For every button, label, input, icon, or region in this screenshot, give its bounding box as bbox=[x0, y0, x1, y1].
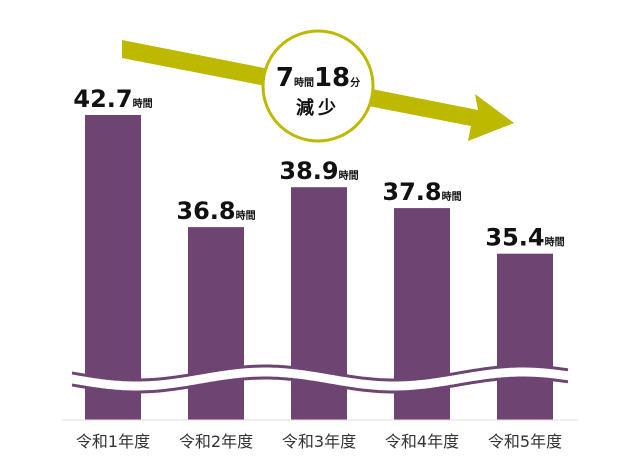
badge-hours-unit: 時間 bbox=[294, 76, 314, 89]
reduction-badge: 7時間18分 減少 bbox=[261, 29, 375, 143]
badge-minutes-unit: 分 bbox=[350, 76, 360, 89]
badge-minutes-value: 18 bbox=[314, 63, 350, 93]
badge-circle bbox=[261, 29, 375, 143]
bar-5 bbox=[497, 253, 553, 420]
badge-decrease-word: 減少 bbox=[296, 97, 340, 119]
badge-hours-value: 7 bbox=[276, 63, 294, 93]
category-labels-layer: 令和1年度 令和2年度 令和3年度 令和4年度 令和5年度 bbox=[76, 432, 562, 451]
value-number: 42.7 bbox=[73, 85, 132, 113]
value-label-4: 37.8時間 bbox=[382, 178, 461, 206]
value-number: 35.4 bbox=[485, 224, 544, 252]
bars-layer bbox=[85, 115, 553, 420]
value-label-2: 36.8時間 bbox=[176, 197, 255, 225]
wave-line-top bbox=[71, 364, 569, 382]
value-unit: 時間 bbox=[545, 236, 565, 249]
axis-break-wave bbox=[71, 364, 569, 394]
badge-line-1: 7時間18分 bbox=[276, 63, 360, 93]
value-unit: 時間 bbox=[442, 190, 462, 203]
value-unit: 時間 bbox=[133, 97, 153, 110]
bar-1 bbox=[85, 115, 141, 420]
category-label-1: 令和1年度 bbox=[76, 432, 150, 451]
value-number: 37.8 bbox=[382, 178, 441, 206]
value-number: 38.9 bbox=[279, 157, 338, 185]
value-label-1: 42.7時間 bbox=[73, 85, 152, 113]
wave-gap bbox=[71, 367, 569, 391]
value-unit: 時間 bbox=[339, 169, 359, 182]
category-label-4: 令和4年度 bbox=[385, 432, 459, 451]
bar-2 bbox=[188, 227, 244, 420]
value-unit: 時間 bbox=[236, 209, 256, 222]
category-label-3: 令和3年度 bbox=[282, 432, 356, 451]
category-label-5: 令和5年度 bbox=[488, 432, 562, 451]
value-label-5: 35.4時間 bbox=[485, 224, 564, 252]
wave-line-bottom bbox=[71, 376, 569, 394]
value-label-3: 38.9時間 bbox=[279, 157, 358, 185]
value-number: 36.8 bbox=[176, 197, 235, 225]
category-label-2: 令和2年度 bbox=[179, 432, 253, 451]
